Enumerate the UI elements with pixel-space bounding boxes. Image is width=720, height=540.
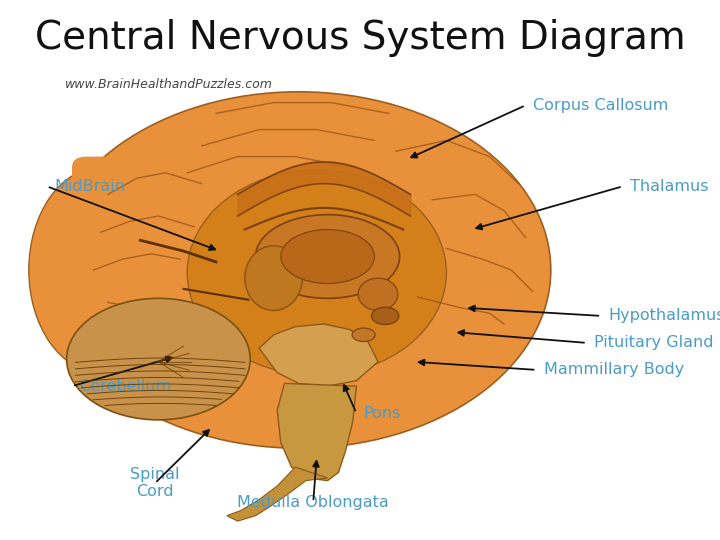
Ellipse shape — [29, 167, 173, 373]
Ellipse shape — [359, 278, 397, 310]
Text: MidBrain: MidBrain — [54, 179, 125, 194]
Text: Central Nervous System Diagram: Central Nervous System Diagram — [35, 19, 685, 57]
Text: www.BrainHealthandPuzzles.com: www.BrainHealthandPuzzles.com — [65, 78, 273, 91]
Ellipse shape — [245, 246, 302, 310]
Text: Thalamus: Thalamus — [630, 179, 708, 194]
Ellipse shape — [281, 230, 374, 284]
Text: Hypothalamus: Hypothalamus — [608, 308, 720, 323]
Text: Corpus Callosum: Corpus Callosum — [533, 98, 668, 113]
Ellipse shape — [187, 170, 446, 375]
Ellipse shape — [67, 298, 251, 420]
Text: Pituitary Gland: Pituitary Gland — [594, 335, 714, 350]
Polygon shape — [227, 467, 328, 521]
FancyBboxPatch shape — [72, 157, 230, 373]
Ellipse shape — [256, 214, 400, 298]
Text: Mammillary Body: Mammillary Body — [544, 362, 684, 377]
Text: Spinal
Cord: Spinal Cord — [130, 467, 179, 500]
Text: Cerebellum: Cerebellum — [79, 379, 171, 394]
Bar — [0, 0, 720, 76]
Ellipse shape — [372, 307, 399, 325]
Text: Medulla Oblongata: Medulla Oblongata — [238, 495, 389, 510]
Text: Pons: Pons — [364, 406, 401, 421]
Ellipse shape — [352, 328, 375, 342]
Polygon shape — [259, 324, 378, 386]
Ellipse shape — [47, 92, 551, 448]
Polygon shape — [277, 383, 356, 481]
